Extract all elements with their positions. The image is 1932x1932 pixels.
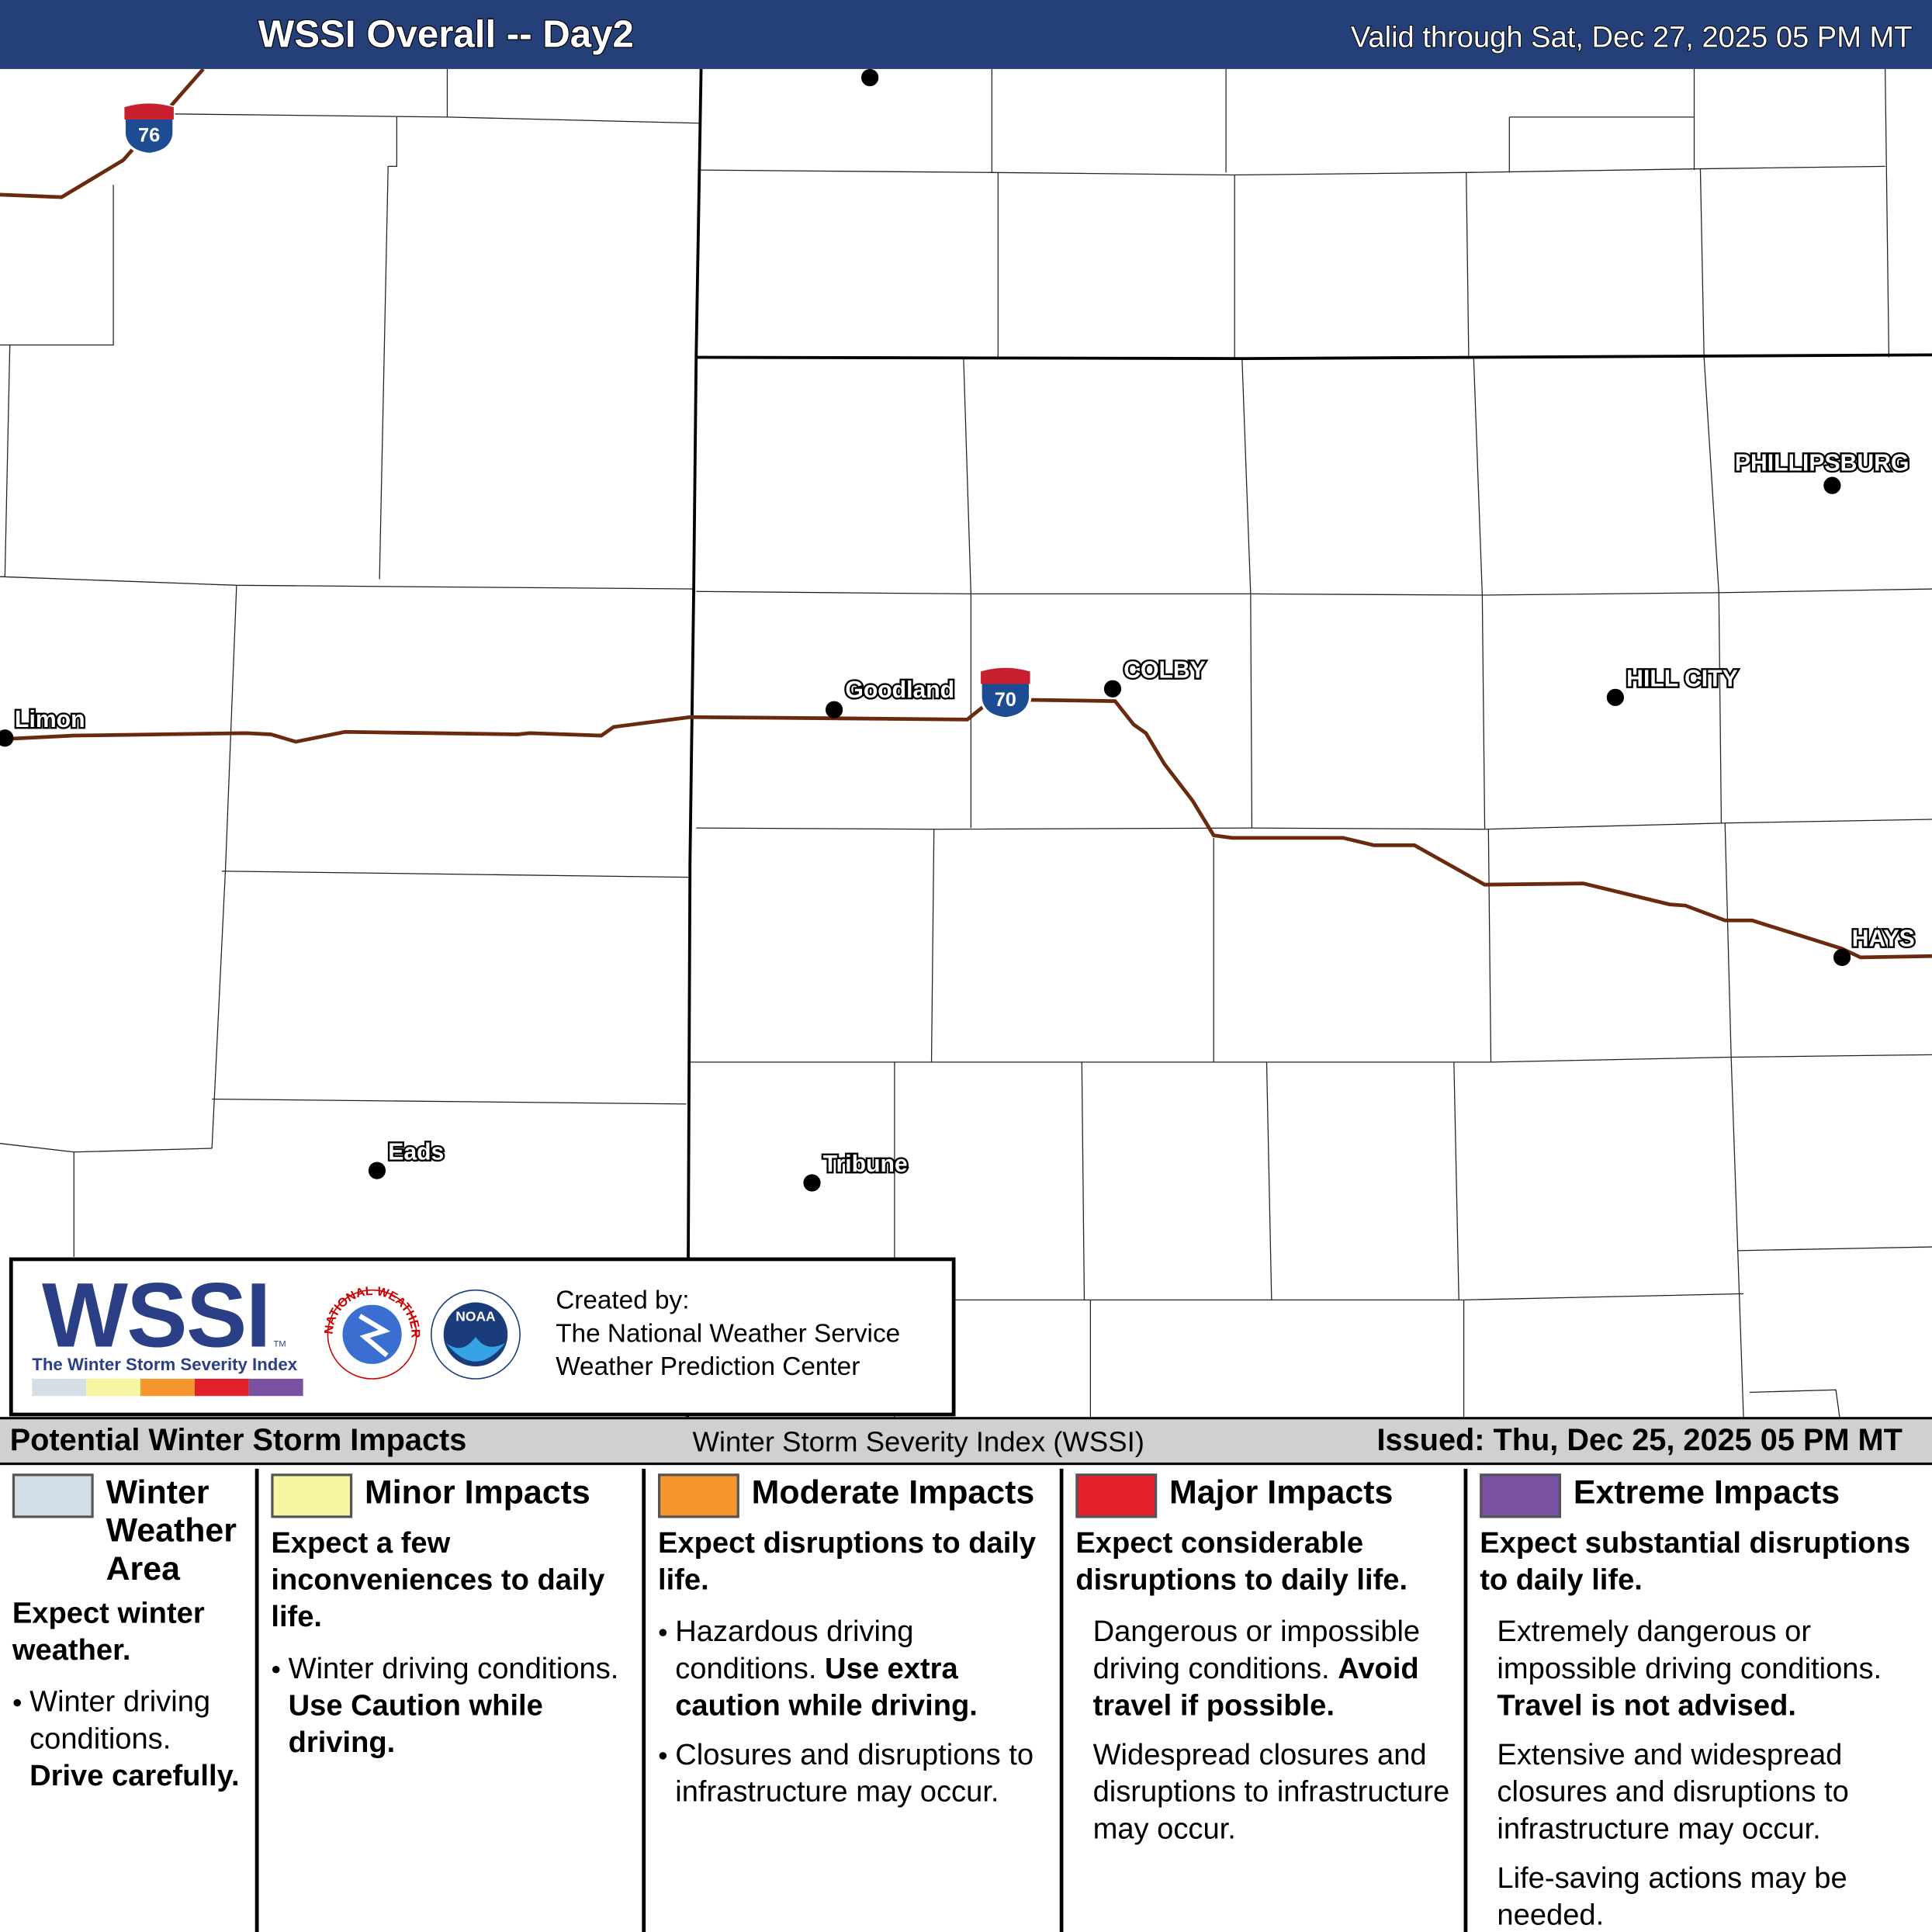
legend-swatch: [1075, 1473, 1158, 1518]
logo-color-segment: [32, 1378, 87, 1397]
valid-time: Valid through Sat, Dec 27, 2025 05 PM MT: [1351, 21, 1913, 54]
issued-time: Issued: Thu, Dec 25, 2025 05 PM MT: [1376, 1423, 1903, 1458]
city-dot: [861, 68, 879, 87]
city-dot: [1103, 680, 1122, 698]
city-dot: [0, 729, 14, 747]
city-label: Goodland: [845, 677, 954, 703]
shield-top: [124, 103, 174, 120]
legend-text: Avoid travel if possible.: [1092, 1652, 1419, 1723]
city-dot: [1606, 688, 1624, 706]
legend-text: Winter driving conditions.: [288, 1652, 619, 1686]
legend-text: Extremely dangerous or impossible drivin…: [1497, 1615, 1882, 1686]
legend-heading: Major Impacts: [1075, 1473, 1456, 1518]
legend-column: Extreme Impacts Expect substantial disrup…: [1463, 1468, 1932, 1932]
city-label: HAYS: [1852, 926, 1915, 952]
city-label: HILL CITY: [1626, 667, 1738, 692]
city-label: PHILLIPSBURG: [1735, 451, 1909, 476]
city-label: COLBY: [1124, 657, 1206, 683]
legend-paragraph: Life-saving actions may be needed.: [1497, 1861, 1924, 1932]
legend-text: Life-saving actions may be needed.: [1497, 1861, 1847, 1932]
legend-headline: Expect substantial disruptions to daily …: [1480, 1526, 1911, 1598]
legend-text: Extensive and widespread closures and di…: [1497, 1738, 1849, 1846]
city-dot: [825, 701, 843, 718]
legend-paragraph: Widespread closures and disruptions to i…: [1093, 1737, 1456, 1848]
map-background: [0, 0, 1932, 1417]
legend-text: Winter driving conditions.: [29, 1685, 211, 1756]
legend-name: Winter Weather Area: [106, 1473, 237, 1587]
header-bar: [0, 0, 1932, 69]
city-label: Eads: [388, 1139, 444, 1165]
legend-name: Minor Impacts: [365, 1473, 590, 1511]
legend-paragraph: Winter driving conditions. Drive careful…: [13, 1684, 248, 1795]
logo-color-segment: [140, 1378, 195, 1397]
legend-swatch: [271, 1473, 353, 1518]
trademark: TM: [274, 1340, 286, 1349]
legend-heading: Moderate Impacts: [657, 1473, 1052, 1518]
city-dot: [1823, 476, 1841, 494]
legend-name: Major Impacts: [1169, 1473, 1394, 1511]
logo-subtitle: The Winter Storm Severity Index: [32, 1355, 297, 1374]
legend-column: Major Impacts Expect considerable disrupt…: [1059, 1468, 1464, 1932]
created-by: Created by:: [556, 1286, 689, 1314]
legend-swatch: [1480, 1473, 1562, 1518]
legend-headline: Expect considerable disruptions to daily…: [1075, 1526, 1408, 1598]
legend-heading: Winter Weather Area: [12, 1473, 248, 1588]
city-label: Limon: [15, 707, 85, 732]
legend-headline: Expect a few inconveniences to daily lif…: [271, 1526, 605, 1634]
legend-heading: Extreme Impacts: [1480, 1473, 1924, 1518]
legend-swatch: [657, 1473, 739, 1518]
legend-paragraph: Closures and disruptions to infrastructu…: [659, 1737, 1052, 1811]
city-dot: [368, 1162, 386, 1179]
legend-title: Potential Winter Storm Impacts: [9, 1423, 467, 1458]
legend-text: Dangerous or impossible driving conditio…: [1092, 1615, 1421, 1686]
logo-color-segment: [194, 1378, 249, 1397]
shield-number: 70: [995, 689, 1016, 711]
legend-name: Moderate Impacts: [751, 1473, 1035, 1511]
legend-text: Travel is not advised.: [1497, 1689, 1796, 1723]
legend-text: Use Caution while driving.: [288, 1689, 543, 1760]
legend-text: Widespread closures and disruptions to i…: [1092, 1738, 1450, 1846]
map: Limon Goodland COLBY PHILLIPSBURG HILL CITY H…: [0, 0, 1932, 1418]
legend-headline: Expect disruptions to daily life.: [657, 1526, 1037, 1598]
state-border: [696, 353, 1932, 361]
legend-headline: Expect winter weather.: [12, 1597, 205, 1667]
legend-text: Use extra caution while driving.: [675, 1652, 978, 1723]
city-dot: [1833, 948, 1851, 966]
legend-text: Drive carefully.: [29, 1759, 240, 1793]
legend-heading: Minor Impacts: [271, 1473, 634, 1518]
created-by: Weather Prediction Center: [556, 1352, 860, 1381]
legend-column: Moderate Impacts Expect disruptions to da…: [642, 1468, 1059, 1932]
legend-bar: Potential Winter Storm Impacts Winter St…: [0, 1419, 1932, 1466]
legend: Potential Winter Storm Impacts Winter St…: [0, 1417, 1932, 1932]
legend-text: Closures and disruptions to infrastructu…: [675, 1738, 1034, 1809]
shield-top: [981, 667, 1030, 684]
legend-column: Minor Impacts Expect a few inconveniences…: [254, 1468, 642, 1932]
legend-paragraph: Extremely dangerous or impossible drivin…: [1497, 1614, 1924, 1725]
shield-number: 76: [138, 125, 160, 147]
legend-text: Hazardous driving conditions.: [675, 1615, 914, 1686]
index-name: Winter Storm Severity Index (WSSI): [692, 1425, 1144, 1458]
created-by: The National Weather Service: [556, 1319, 900, 1348]
legend-paragraph: Hazardous driving conditions. Use extra …: [659, 1614, 1052, 1725]
wssi-wordmark: WSSI: [42, 1265, 271, 1366]
shields: 76 70: [123, 102, 1032, 720]
legend-paragraph: Winter driving conditions. Use Caution w…: [272, 1651, 635, 1762]
cities: Limon Goodland COLBY PHILLIPSBURG HILL CITY H…: [0, 448, 1916, 1192]
logo-color-segment: [86, 1378, 141, 1397]
logo-color-bar: [32, 1378, 303, 1397]
legend-paragraph: Extensive and widespread closures and di…: [1497, 1737, 1924, 1848]
title: WSSI Overall -- Day2: [258, 12, 634, 55]
legend-paragraph: Dangerous or impossible driving conditio…: [1093, 1614, 1456, 1725]
legend-column: Winter Weather Area Expect winter weather…: [0, 1469, 255, 1932]
logo-color-segment: [248, 1378, 303, 1397]
city-label: Tribune: [823, 1151, 908, 1177]
legend-swatch: [12, 1473, 94, 1518]
legend-name: Extreme Impacts: [1573, 1473, 1840, 1511]
state-border: [686, 68, 703, 1418]
noaa-text: NOAA: [455, 1308, 496, 1324]
city-dot: [803, 1174, 821, 1192]
